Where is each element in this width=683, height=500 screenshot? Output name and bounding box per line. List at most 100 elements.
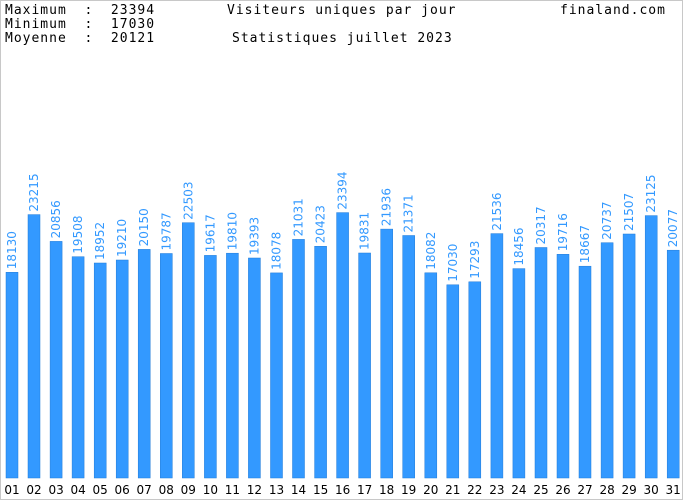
bar-01: [5, 272, 19, 479]
value-label-28: 20737: [600, 202, 614, 240]
value-label-16: 23394: [336, 171, 350, 209]
bar-21: [446, 284, 460, 479]
value-label-27: 18667: [578, 225, 592, 263]
bar-29: [622, 233, 636, 479]
bar-20: [424, 272, 438, 479]
value-label-14: 21031: [292, 198, 306, 236]
x-tick-28: 28: [599, 483, 614, 497]
bar-15: [314, 246, 327, 479]
max-stat: Maximum : 23394: [5, 3, 156, 18]
bar-11: [226, 252, 239, 479]
value-label-30: 23125: [644, 174, 658, 212]
value-label-06: 19210: [115, 219, 129, 257]
x-tick-31: 31: [666, 483, 681, 497]
value-label-26: 19716: [556, 213, 570, 251]
x-tick-23: 23: [489, 483, 504, 497]
value-label-13: 18078: [270, 232, 284, 270]
value-label-19: 21371: [402, 194, 416, 232]
bar-27: [578, 265, 592, 479]
chart-title: Visiteurs uniques par jour: [227, 3, 457, 18]
value-label-22: 17293: [468, 241, 482, 279]
chart-subtitle: Statistiques juillet 2023: [232, 31, 453, 46]
x-tick-03: 03: [48, 483, 63, 497]
x-tick-05: 05: [93, 483, 108, 497]
value-label-04: 19508: [71, 216, 85, 254]
value-label-11: 19810: [225, 212, 239, 250]
value-label-18: 21936: [380, 188, 394, 226]
x-tick-25: 25: [533, 483, 548, 497]
value-label-05: 18952: [93, 222, 107, 260]
bar-09: [182, 222, 195, 479]
x-tick-01: 01: [4, 483, 19, 497]
x-tick-08: 08: [159, 483, 174, 497]
bar-24: [512, 268, 526, 479]
x-tick-10: 10: [203, 483, 218, 497]
x-tick-22: 22: [467, 483, 482, 497]
value-label-20: 18082: [424, 232, 438, 270]
bar-03: [49, 241, 63, 479]
bar-28: [600, 242, 614, 479]
value-label-21: 17030: [446, 244, 460, 282]
bar-14: [292, 239, 305, 479]
bar-04: [71, 256, 85, 479]
bar-16: [336, 212, 349, 479]
bar-25: [534, 247, 548, 479]
x-tick-09: 09: [181, 483, 196, 497]
x-tick-20: 20: [423, 483, 438, 497]
bar-08: [160, 253, 173, 479]
bar-13: [270, 272, 283, 479]
value-label-12: 19393: [247, 217, 261, 255]
x-tick-19: 19: [401, 483, 416, 497]
value-label-03: 20856: [49, 200, 63, 238]
x-tick-26: 26: [555, 483, 570, 497]
value-label-17: 19831: [358, 212, 372, 250]
bar-18: [380, 228, 393, 479]
x-tick-17: 17: [357, 483, 372, 497]
bar-17: [358, 252, 371, 479]
bar-19: [402, 235, 415, 479]
x-tick-24: 24: [511, 483, 526, 497]
value-label-08: 19787: [159, 212, 173, 250]
value-label-07: 20150: [137, 208, 151, 246]
x-tick-14: 14: [291, 483, 306, 497]
bar-07: [137, 249, 151, 479]
site-name: finaland.com: [560, 3, 666, 18]
x-tick-16: 16: [335, 483, 350, 497]
value-label-01: 18130: [5, 231, 19, 269]
x-tick-27: 27: [577, 483, 592, 497]
value-label-15: 20423: [314, 205, 328, 243]
bar-12: [248, 257, 261, 479]
x-tick-13: 13: [269, 483, 284, 497]
bar-31: [666, 249, 680, 479]
bar-02: [27, 214, 41, 479]
bar-06: [115, 259, 129, 479]
value-label-31: 20077: [666, 209, 680, 247]
x-tick-21: 21: [445, 483, 460, 497]
x-tick-12: 12: [247, 483, 262, 497]
x-tick-07: 07: [137, 483, 152, 497]
value-label-24: 18456: [512, 227, 526, 265]
value-label-29: 21507: [622, 193, 636, 231]
x-tick-30: 30: [644, 483, 659, 497]
bar-10: [204, 255, 217, 479]
value-label-09: 22503: [181, 182, 195, 220]
value-label-02: 23215: [27, 173, 41, 211]
x-tick-02: 02: [26, 483, 41, 497]
x-tick-29: 29: [621, 483, 636, 497]
value-label-25: 20317: [534, 206, 548, 244]
x-tick-18: 18: [379, 483, 394, 497]
avg-stat: Moyenne : 20121: [5, 31, 156, 46]
bar-30: [644, 215, 658, 479]
value-label-10: 19617: [203, 214, 217, 252]
x-tick-04: 04: [70, 483, 85, 497]
min-stat: Minimum : 17030: [5, 17, 156, 32]
bar-26: [556, 254, 570, 479]
value-label-23: 21536: [490, 192, 504, 230]
x-tick-06: 06: [115, 483, 130, 497]
bar-22: [468, 281, 482, 479]
x-tick-11: 11: [225, 483, 240, 497]
bar-05: [93, 262, 107, 479]
x-tick-15: 15: [313, 483, 328, 497]
bar-23: [490, 233, 504, 479]
